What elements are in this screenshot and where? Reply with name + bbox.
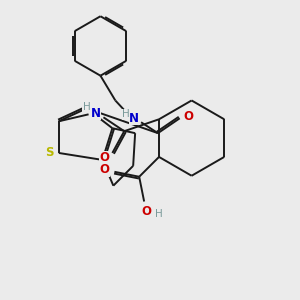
Text: N: N [91,107,100,120]
Text: H: H [83,102,91,112]
Text: O: O [99,152,110,164]
Text: O: O [100,163,110,176]
Text: H: H [155,209,163,219]
Text: S: S [45,146,53,160]
Text: O: O [184,110,194,123]
Text: H: H [122,109,130,119]
Text: N: N [129,112,139,125]
Text: O: O [141,205,151,218]
